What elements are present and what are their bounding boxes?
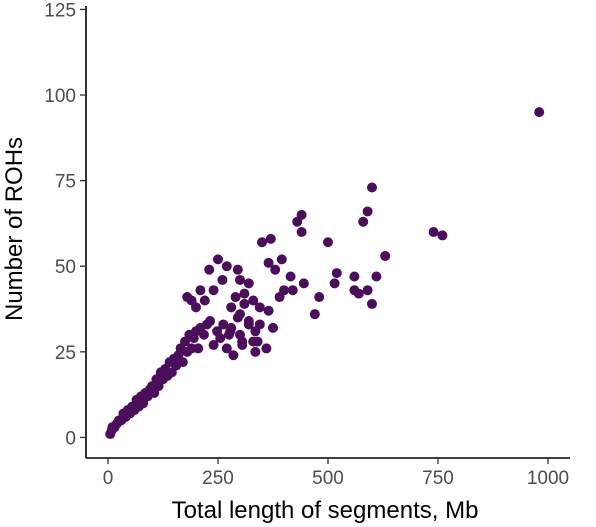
y-tick-label: 50 xyxy=(55,257,76,278)
y-tick-label: 125 xyxy=(44,0,76,21)
data-point xyxy=(298,278,309,289)
data-point xyxy=(287,285,298,296)
data-point xyxy=(362,206,373,217)
data-point xyxy=(221,343,232,354)
data-point xyxy=(257,237,267,248)
data-point xyxy=(232,312,243,323)
data-point xyxy=(235,274,245,285)
x-tick-label: 500 xyxy=(312,468,344,489)
data-point xyxy=(243,319,254,330)
y-tick-label: 75 xyxy=(55,172,76,193)
data-point xyxy=(105,429,116,440)
data-point xyxy=(309,309,320,320)
data-point xyxy=(367,182,377,193)
y-tick-label: 25 xyxy=(55,343,76,364)
data-point xyxy=(254,302,265,313)
data-point xyxy=(329,278,340,289)
data-point xyxy=(292,216,303,227)
data-point xyxy=(250,346,261,357)
data-point xyxy=(213,254,223,265)
x-axis-title: Total length of segments, Mb xyxy=(172,497,479,524)
data-point xyxy=(208,340,219,350)
data-point xyxy=(250,326,261,337)
data-point xyxy=(323,237,333,248)
x-tick-label: 0 xyxy=(103,468,114,489)
data-point xyxy=(349,271,360,282)
x-tick-label: 750 xyxy=(422,468,454,489)
data-point xyxy=(228,350,239,361)
data-point xyxy=(208,285,219,296)
data-point xyxy=(225,326,236,337)
x-tick-label: 250 xyxy=(202,468,234,489)
data-point xyxy=(268,322,278,333)
data-point xyxy=(199,295,210,306)
data-point xyxy=(248,295,259,306)
data-points xyxy=(105,107,545,440)
data-point xyxy=(239,288,250,299)
data-point xyxy=(239,298,250,309)
x-axis-ticks: 0 250 500 750 1000 xyxy=(103,458,569,489)
data-point xyxy=(252,336,263,347)
data-point xyxy=(349,285,360,296)
data-point xyxy=(243,278,254,289)
data-point xyxy=(182,292,193,303)
data-point xyxy=(534,107,545,118)
data-point xyxy=(212,326,223,337)
data-point xyxy=(204,264,215,275)
data-point xyxy=(371,271,382,282)
data-point xyxy=(428,227,439,237)
data-point xyxy=(265,233,276,244)
y-axis-ticks: 0 25 50 75 100 125 xyxy=(44,0,86,449)
y-axis-title: Number of ROHs xyxy=(1,137,28,321)
data-point xyxy=(296,227,307,237)
data-point xyxy=(221,261,232,272)
data-point xyxy=(274,292,285,303)
y-tick-label: 0 xyxy=(65,428,76,449)
data-point xyxy=(314,292,325,303)
data-point xyxy=(226,302,237,313)
data-point xyxy=(270,264,281,275)
data-point xyxy=(362,285,373,296)
x-tick-label: 1000 xyxy=(527,468,569,489)
data-point xyxy=(232,264,243,275)
data-point xyxy=(263,305,274,316)
data-point xyxy=(263,257,274,268)
data-point xyxy=(235,329,245,340)
data-point xyxy=(285,271,296,282)
data-point xyxy=(230,292,241,303)
data-point xyxy=(331,268,342,279)
y-tick-label: 100 xyxy=(44,86,76,107)
data-point xyxy=(358,216,369,227)
data-point xyxy=(437,230,448,241)
data-point xyxy=(195,285,206,296)
data-point xyxy=(367,298,377,309)
data-point xyxy=(380,250,391,261)
data-point xyxy=(261,343,272,354)
data-point xyxy=(217,274,228,285)
data-point xyxy=(218,319,229,330)
data-point xyxy=(276,254,287,265)
